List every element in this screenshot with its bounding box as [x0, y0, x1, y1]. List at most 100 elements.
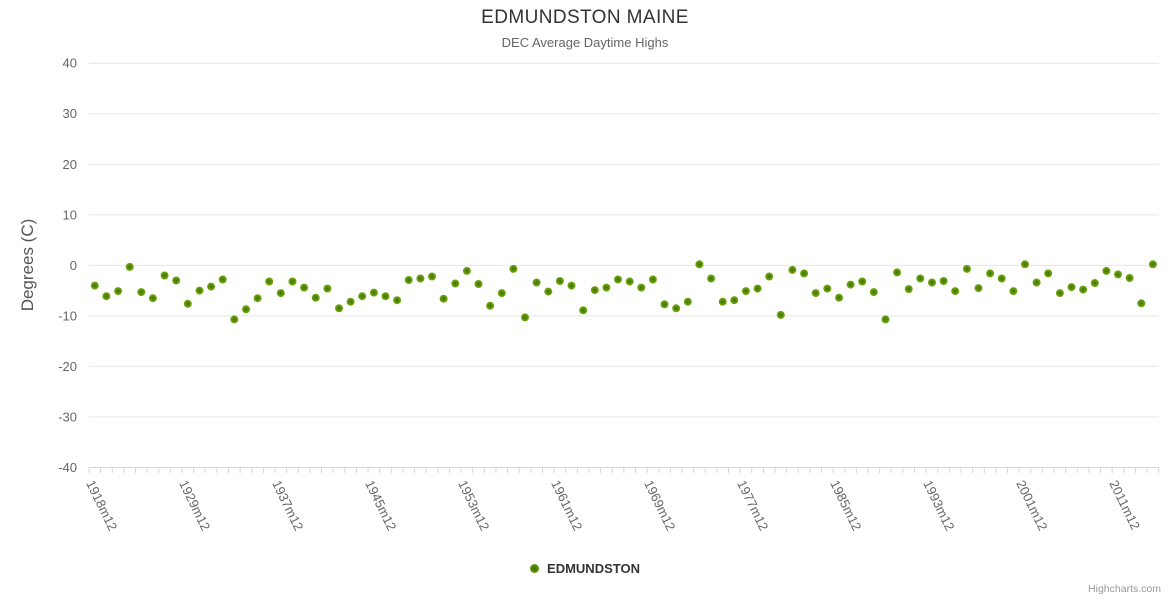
- data-point[interactable]: [858, 277, 867, 286]
- data-point[interactable]: [381, 292, 390, 301]
- data-point[interactable]: [939, 277, 948, 285]
- data-point[interactable]: [532, 278, 541, 287]
- x-axis-labels: 1918m12 1929m12 1937m12 1945m12 1953m12 1961m…: [83, 478, 1143, 533]
- data-point[interactable]: [160, 271, 169, 280]
- data-point[interactable]: [230, 315, 239, 324]
- data-point[interactable]: [404, 276, 413, 284]
- data-point[interactable]: [683, 297, 692, 306]
- data-point[interactable]: [1044, 269, 1053, 278]
- data-point[interactable]: [823, 284, 832, 293]
- data-point[interactable]: [335, 304, 343, 313]
- data-point[interactable]: [997, 274, 1006, 283]
- data-point[interactable]: [1102, 266, 1111, 275]
- data-point[interactable]: [893, 268, 902, 277]
- data-point[interactable]: [369, 288, 378, 297]
- data-point[interactable]: [393, 296, 402, 305]
- legend-item-edmundston[interactable]: EDMUNDSTON: [0, 561, 1170, 576]
- data-point[interactable]: [439, 294, 448, 303]
- data-point[interactable]: [346, 297, 355, 306]
- data-point[interactable]: [765, 272, 774, 281]
- data-point[interactable]: [102, 292, 111, 301]
- data-point[interactable]: [521, 313, 529, 322]
- data-point[interactable]: [323, 284, 332, 293]
- data-point[interactable]: [962, 264, 971, 273]
- data-point[interactable]: [1032, 278, 1041, 287]
- data-point[interactable]: [1148, 260, 1157, 269]
- data-point[interactable]: [486, 301, 495, 310]
- data-point[interactable]: [358, 292, 367, 301]
- data-point[interactable]: [148, 294, 157, 303]
- data-point[interactable]: [625, 277, 634, 286]
- data-point[interactable]: [730, 296, 739, 305]
- data-point[interactable]: [242, 305, 250, 314]
- data-point[interactable]: [951, 287, 960, 296]
- data-point[interactable]: [579, 306, 588, 315]
- data-point[interactable]: [846, 280, 855, 289]
- data-point[interactable]: [555, 277, 564, 285]
- data-point[interactable]: [776, 310, 785, 319]
- scatter-points: [90, 260, 1157, 324]
- data-point[interactable]: [672, 304, 681, 313]
- data-point[interactable]: [974, 284, 983, 293]
- data-point[interactable]: [451, 279, 460, 288]
- data-point[interactable]: [1090, 279, 1099, 287]
- data-point[interactable]: [869, 288, 878, 297]
- data-point[interactable]: [276, 289, 285, 298]
- data-point[interactable]: [497, 289, 506, 298]
- data-point[interactable]: [811, 289, 820, 298]
- data-point[interactable]: [986, 269, 995, 278]
- data-point[interactable]: [928, 278, 936, 287]
- data-point[interactable]: [614, 275, 622, 284]
- data-point[interactable]: [183, 299, 192, 308]
- data-point[interactable]: [648, 275, 657, 284]
- x-axis-label: 1937m12: [269, 478, 306, 533]
- gridlines: [89, 62, 1159, 468]
- data-point[interactable]: [590, 286, 599, 295]
- data-point[interactable]: [253, 294, 262, 303]
- data-point[interactable]: [509, 264, 518, 273]
- data-point[interactable]: [462, 266, 471, 275]
- data-point[interactable]: [881, 315, 890, 324]
- data-point[interactable]: [474, 280, 483, 288]
- data-point[interactable]: [660, 300, 669, 309]
- x-axis-label: 1977m12: [734, 478, 771, 533]
- data-point[interactable]: [741, 287, 750, 296]
- data-point[interactable]: [416, 274, 425, 283]
- data-point[interactable]: [125, 262, 134, 271]
- data-point[interactable]: [567, 281, 576, 290]
- data-point[interactable]: [1021, 260, 1029, 269]
- data-point[interactable]: [707, 274, 716, 283]
- data-point[interactable]: [300, 283, 309, 292]
- data-point[interactable]: [288, 277, 297, 286]
- data-point[interactable]: [218, 275, 227, 284]
- highcharts-credits-link[interactable]: Highcharts.com: [1088, 583, 1161, 595]
- data-point[interactable]: [1137, 299, 1146, 308]
- data-point[interactable]: [695, 260, 704, 269]
- data-point[interactable]: [428, 272, 436, 281]
- data-point[interactable]: [195, 286, 204, 295]
- data-point[interactable]: [544, 287, 553, 296]
- data-point[interactable]: [835, 293, 843, 302]
- data-point[interactable]: [137, 288, 146, 297]
- data-point[interactable]: [311, 293, 320, 302]
- y-axis-label: -30: [58, 409, 77, 424]
- data-point[interactable]: [1114, 270, 1122, 279]
- data-point[interactable]: [172, 276, 181, 285]
- data-point[interactable]: [904, 285, 913, 294]
- data-point[interactable]: [718, 297, 727, 306]
- data-point[interactable]: [753, 284, 762, 293]
- data-point[interactable]: [602, 283, 611, 292]
- data-point[interactable]: [90, 281, 99, 290]
- data-point[interactable]: [114, 287, 123, 296]
- data-point[interactable]: [788, 265, 797, 274]
- data-point[interactable]: [1125, 274, 1134, 282]
- data-point[interactable]: [1067, 283, 1076, 292]
- data-point[interactable]: [800, 269, 809, 278]
- data-point[interactable]: [1055, 289, 1064, 298]
- data-point[interactable]: [1009, 287, 1018, 296]
- data-point[interactable]: [207, 282, 216, 291]
- data-point[interactable]: [916, 274, 925, 283]
- data-point[interactable]: [1079, 285, 1088, 294]
- data-point[interactable]: [265, 277, 274, 286]
- data-point[interactable]: [637, 283, 646, 292]
